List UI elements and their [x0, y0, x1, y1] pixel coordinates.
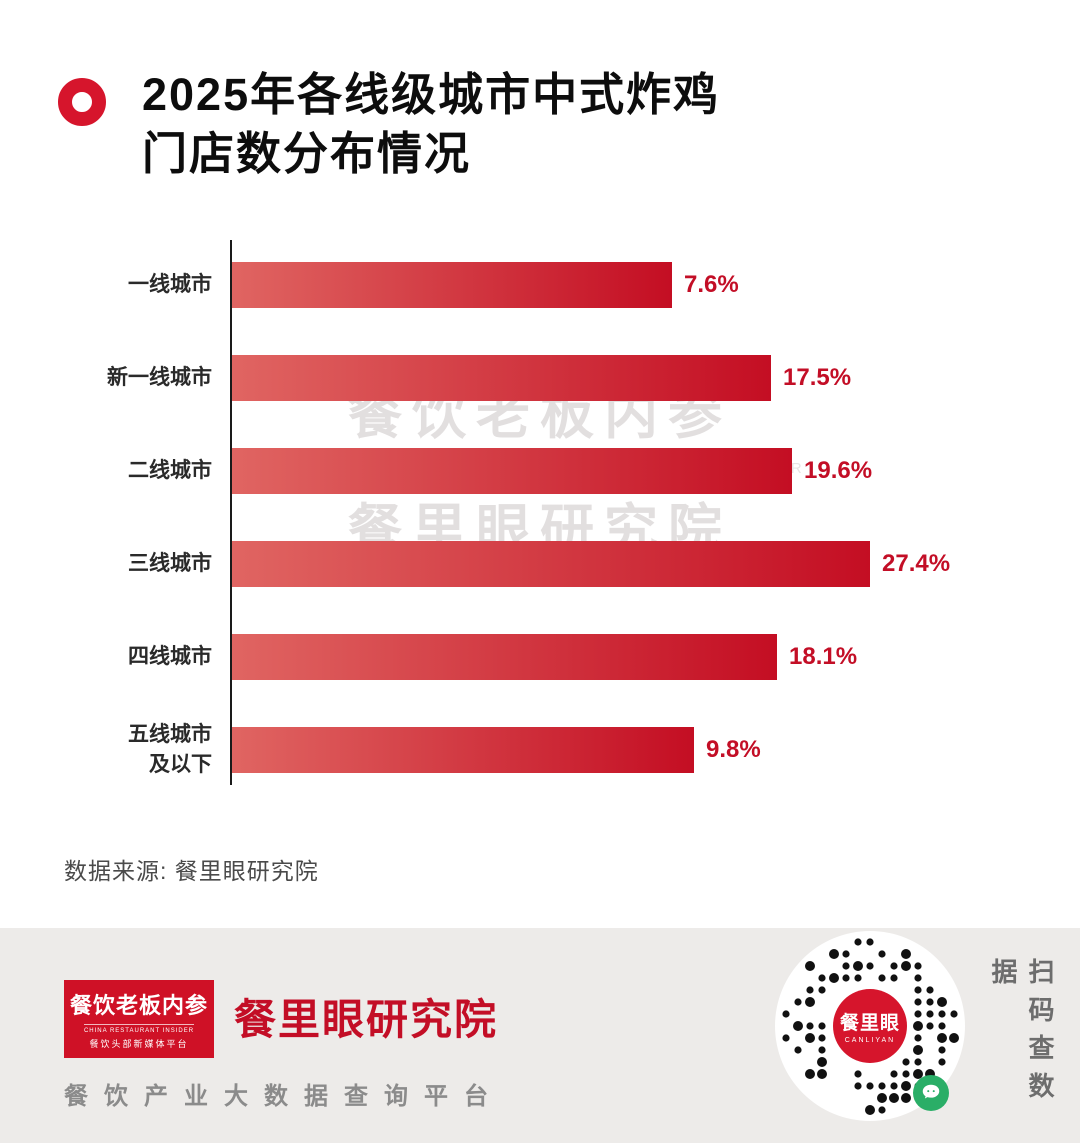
chart-row: 二线城市 19.6% — [30, 424, 950, 517]
scan-hint-text: 扫码查数据 — [988, 958, 1055, 1110]
title-line2: 门店数分布情况 — [142, 127, 472, 179]
value-label: 27.4% — [882, 549, 951, 577]
value-label: 7.6% — [684, 270, 739, 298]
footer-tagline: 餐饮产业大数据查询平台 — [64, 1083, 504, 1110]
qr-center-logo: 餐里眼 CANLIYAN — [833, 989, 907, 1063]
chart-row: 三线城市 27.4% — [30, 517, 950, 610]
category-label: 新一线城市 — [107, 365, 212, 389]
footer: 餐饮老板内参 CHINA RESTAURANT INSIDER 餐饮头部新媒体平… — [0, 928, 1080, 1143]
qr-pattern — [782, 938, 959, 1115]
bar-chart: 一线城市 7.6% 新一线城市 17.5% 二线城市 19.6% 三线城市 27… — [30, 238, 950, 796]
ring-icon — [58, 78, 106, 126]
category-label: 一线城市 — [128, 272, 212, 296]
chart-row: 四线城市 18.1% — [30, 610, 950, 703]
y-axis-line — [230, 240, 232, 785]
brand-name: 餐里眼研究院 — [234, 998, 499, 1044]
category-label: 二线城市 — [128, 458, 212, 482]
wechat-icon — [913, 1075, 949, 1111]
chart-row: 新一线城市 17.5% — [30, 331, 950, 424]
bar — [232, 447, 792, 494]
logo-title: 餐饮老板内参 — [69, 993, 208, 1018]
value-label: 18.1% — [789, 642, 858, 670]
bar — [232, 354, 771, 401]
category-label: 三线城市 — [128, 551, 212, 575]
bar — [232, 726, 694, 773]
chart-row: 五线城市 及以下 9.8% — [30, 703, 950, 796]
qr-center-text-en: CANLIYAN — [844, 1037, 896, 1044]
value-label: 17.5% — [783, 363, 852, 391]
category-label: 四线城市 — [128, 644, 212, 668]
publisher-logo: 餐饮老板内参 CHINA RESTAURANT INSIDER 餐饮头部新媒体平… — [64, 980, 214, 1058]
category-label: 五线城市 及以下 — [128, 723, 212, 776]
bar — [232, 261, 672, 308]
logo-subtitle-cn: 餐饮头部新媒体平台 — [89, 1039, 189, 1049]
qr-code: 餐里眼 CANLIYAN — [775, 931, 965, 1121]
header: 2025年各线级城市中式炸鸡 门店数分布情况 — [58, 66, 720, 183]
bar — [232, 540, 870, 587]
value-label: 19.6% — [804, 456, 873, 484]
data-source: 数据来源: 餐里眼研究院 — [64, 858, 319, 884]
qr-center-text: 餐里眼 — [839, 1013, 900, 1034]
page-title: 2025年各线级城市中式炸鸡 门店数分布情况 — [142, 66, 720, 183]
logo-subtitle-en: CHINA RESTAURANT INSIDER — [83, 1024, 195, 1034]
value-label: 9.8% — [706, 735, 761, 763]
chart-row: 一线城市 7.6% — [30, 238, 950, 331]
title-line1: 2025年各线级城市中式炸鸡 — [142, 69, 721, 120]
bar — [232, 633, 777, 680]
